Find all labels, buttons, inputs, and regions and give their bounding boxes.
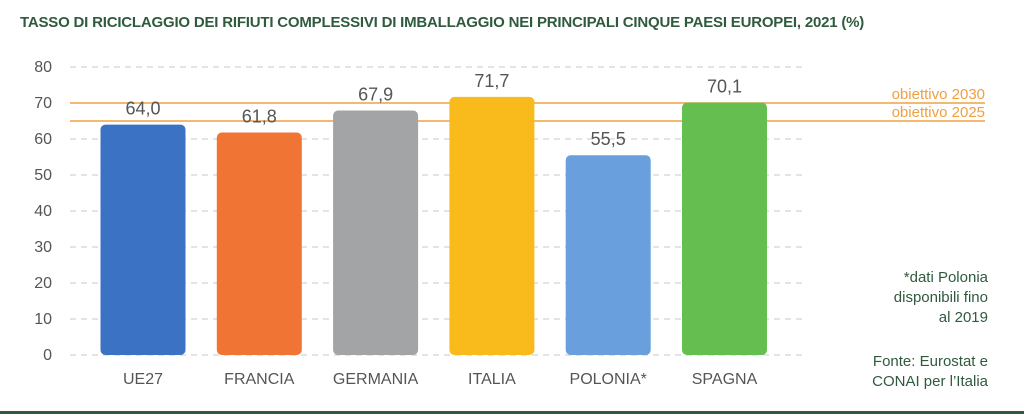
x-axis-ticks: UE27 FRANCIA GERMANIA ITALIA POLONIA* SPAGNA [123, 371, 758, 388]
x-tick-label: POLONIA* [570, 371, 647, 388]
bottom-rule [0, 411, 1024, 414]
bar-value-label: 61,8 [242, 107, 277, 127]
y-tick-label: 60 [34, 131, 52, 148]
bars [100, 96, 767, 355]
y-tick-label: 70 [34, 95, 52, 112]
bar [100, 124, 186, 355]
bar-value-label: 71,7 [474, 71, 509, 91]
bar-value-label: 55,5 [591, 129, 626, 149]
value-labels: 64,0 61,8 67,9 71,7 55,5 70,1 [125, 71, 742, 149]
source-note: Fonte: Eurostat e CONAI per l’Italia [872, 352, 988, 392]
reference-line-label: obiettivo 2030 [892, 86, 985, 103]
bar [682, 102, 767, 355]
polonia-note: *dati Polonia disponibili fino al 2019 [894, 268, 988, 328]
x-tick-label: ITALIA [468, 371, 516, 388]
x-tick-label: FRANCIA [224, 371, 295, 388]
bar [449, 96, 535, 355]
x-tick-label: SPAGNA [692, 371, 758, 388]
y-tick-label: 40 [34, 203, 52, 220]
source-note-line: Fonte: Eurostat e [872, 353, 988, 370]
bar [216, 132, 302, 355]
polonia-note-line: *dati Polonia [903, 269, 988, 286]
polonia-note-line: disponibili fino [893, 289, 988, 306]
chart-title: TASSO DI RICICLAGGIO DEI RIFIUTI COMPLES… [20, 14, 865, 31]
bar-value-label: 70,1 [707, 77, 742, 97]
y-tick-label: 0 [43, 347, 52, 364]
source-note-line: CONAI per l’Italia [872, 373, 988, 390]
x-tick-label: UE27 [123, 371, 163, 388]
y-axis-ticks: 0 10 20 30 40 50 60 70 80 [34, 59, 52, 364]
y-tick-label: 80 [34, 59, 52, 76]
x-tick-label: GERMANIA [333, 371, 419, 388]
y-tick-label: 10 [34, 311, 52, 328]
polonia-note-line: al 2019 [938, 309, 988, 326]
y-tick-label: 20 [34, 275, 52, 292]
bar [565, 155, 651, 355]
reference-line-label: obiettivo 2025 [892, 104, 985, 121]
y-tick-label: 50 [34, 167, 52, 184]
bar-value-label: 67,9 [358, 85, 393, 105]
y-tick-label: 30 [34, 239, 52, 256]
bar [333, 110, 419, 355]
bar-value-label: 64,0 [125, 99, 160, 119]
